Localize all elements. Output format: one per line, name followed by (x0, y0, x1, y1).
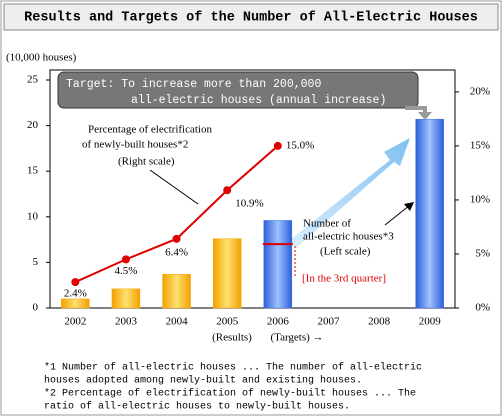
bar (415, 118, 444, 309)
x-tick-label: 2003 (115, 316, 138, 328)
bar (212, 238, 242, 309)
y2-tick-label: 10% (470, 193, 490, 205)
target-box (57, 71, 419, 109)
annotation: [In the 3rd quarter] (302, 273, 386, 285)
y2-tick-label: 0% (475, 302, 490, 314)
y2-tick-label: 5% (475, 248, 490, 260)
period-label: (Targets) → (270, 332, 323, 344)
y2-tick-label: 20% (470, 85, 490, 97)
point (172, 234, 181, 243)
y-tick-label: 10 (27, 210, 39, 222)
footnote: ratio of all-electric houses to newly-bu… (44, 401, 350, 413)
annotation-pointer (384, 204, 411, 226)
bar (61, 298, 90, 309)
footnote: *2 Percentage of electrification of newl… (44, 388, 416, 400)
annotation: Percentage of electrification (88, 124, 212, 136)
y-tick-label: 0 (33, 302, 39, 314)
annotation-pointer (149, 169, 199, 205)
chart-title: Results and Targets of the Number of All… (24, 11, 478, 26)
annotation-pointer-head (404, 202, 414, 211)
target-text: all-electric houses (annual increase) (131, 94, 386, 107)
footnote: houses adopted among newly-built and exi… (44, 375, 362, 387)
annotation: of newly-built houses*2 (82, 139, 188, 151)
y-axis-label: (10,000 houses) (6, 52, 77, 64)
line (74, 145, 279, 283)
y-tick-label: 20 (27, 119, 39, 131)
x-tick-label: 2006 (267, 316, 290, 328)
x-tick-label: 2008 (368, 316, 391, 328)
plot-frame (49, 69, 456, 309)
y2-tick-label: 15% (470, 139, 490, 151)
y-tick-label: 25 (27, 74, 39, 86)
annotation: all-electric houses*3 (303, 231, 394, 243)
footnote: *1 Number of all-electric houses ... The… (44, 362, 422, 374)
x-tick-label: 2007 (317, 316, 340, 328)
x-tick-label: 2004 (166, 316, 189, 328)
data-label: 6.4% (165, 246, 188, 258)
data-label: 2.4% (64, 288, 87, 300)
annotation: (Left scale) (320, 246, 371, 258)
bar (111, 288, 141, 309)
target-pointer-head (418, 112, 432, 120)
point (121, 255, 130, 264)
point (273, 141, 282, 150)
annotation: Number of (303, 218, 351, 230)
x-tick-label: 2002 (64, 316, 86, 328)
annotation: (Right scale) (118, 156, 175, 168)
bar (263, 220, 293, 309)
x-tick-label: 2005 (216, 316, 239, 328)
point (71, 278, 80, 287)
y-tick-label: 15 (27, 165, 39, 177)
data-label: 10.9% (235, 198, 263, 210)
growth-arrow (290, 138, 410, 248)
period-label: (Results) (212, 332, 252, 344)
data-label: 4.5% (114, 265, 137, 277)
y-tick-label: 5 (33, 256, 39, 268)
title-bar (3, 3, 499, 31)
target-text: Target: To increase more than 200,000 (66, 78, 321, 91)
bar (162, 274, 191, 309)
point (223, 186, 232, 195)
x-tick-label: 2009 (419, 316, 442, 328)
data-label: 15.0% (286, 139, 314, 151)
